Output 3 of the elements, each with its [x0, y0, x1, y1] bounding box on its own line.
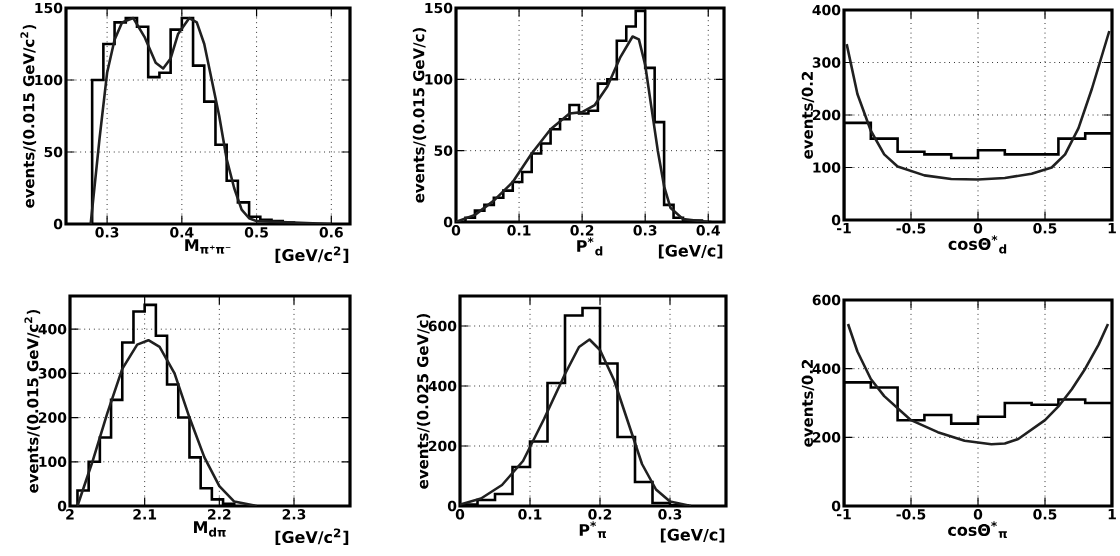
- line-series: [846, 322, 1110, 446]
- line-series: [76, 338, 258, 506]
- line-series: [845, 29, 1111, 181]
